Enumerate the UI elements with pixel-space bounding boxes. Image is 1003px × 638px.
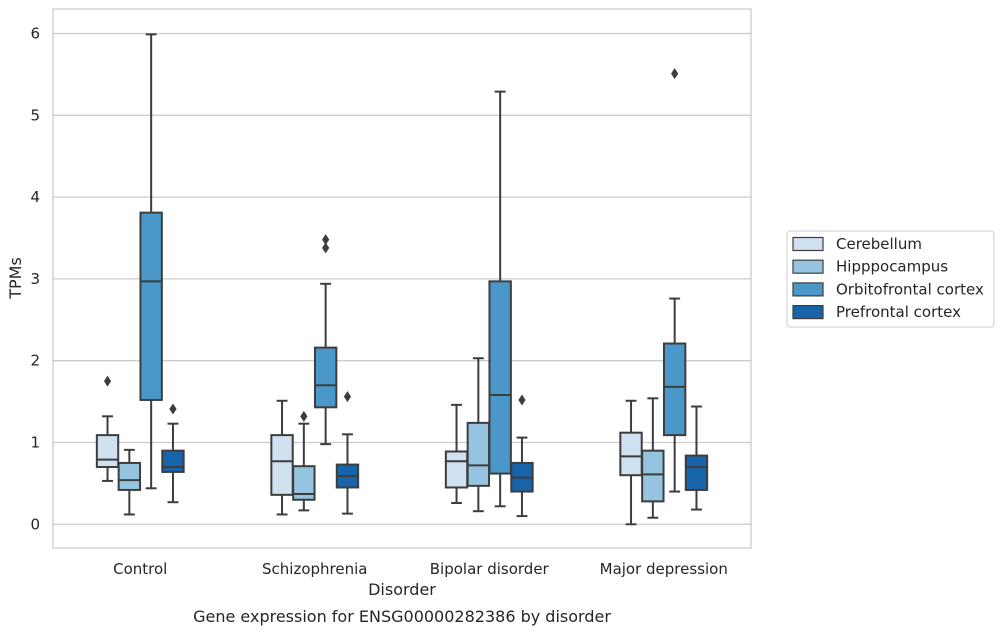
- figure-caption: Gene expression for ENSG00000282386 by d…: [193, 607, 611, 626]
- outlier-point: [518, 394, 526, 406]
- outlier-point: [322, 242, 330, 254]
- outlier-point: [343, 391, 352, 403]
- y-tick-label: 5: [30, 106, 40, 124]
- box-iqr: [488, 280, 512, 475]
- legend-frame: [786, 230, 995, 328]
- x-tick-labels: Control Schizophrenia Bipolar disorder Majo…: [113, 560, 728, 578]
- box-iqr: [161, 449, 185, 473]
- x-tick-label: Control: [113, 560, 167, 578]
- outlier-point: [169, 403, 177, 415]
- y-tick-label: 4: [30, 188, 40, 206]
- outlier-point: [103, 375, 112, 387]
- box: [270, 399, 294, 516]
- y-tick-label: 3: [30, 270, 40, 288]
- box: [161, 403, 185, 504]
- legend-label: Hipppocampus: [836, 258, 948, 276]
- plot-frame: [52, 8, 752, 549]
- outlier-point: [671, 68, 679, 80]
- outlier-point: [300, 410, 308, 422]
- y-tick-label: 6: [30, 25, 40, 43]
- box-iqr: [117, 461, 142, 491]
- x-tick-label: Major depression: [600, 560, 728, 578]
- y-tick-label: 2: [30, 352, 40, 370]
- box-iqr: [466, 421, 491, 487]
- box: [95, 375, 120, 482]
- box: [313, 234, 338, 446]
- y-axis-title: TPMs: [6, 257, 25, 300]
- legend-swatch: [792, 236, 824, 252]
- x-tick-label: Schizophrenia: [262, 560, 367, 578]
- box: [444, 403, 469, 505]
- box-iqr: [95, 434, 120, 469]
- box: [662, 68, 687, 493]
- box-iqr: [444, 450, 469, 489]
- box: [488, 90, 512, 508]
- box-iqr: [641, 449, 665, 503]
- box: [619, 399, 643, 526]
- box: [641, 397, 665, 519]
- outlier-point: [322, 234, 330, 246]
- box: [510, 394, 534, 518]
- box-iqr: [313, 346, 338, 409]
- legend-label: Orbitofrontal cortex: [836, 280, 984, 298]
- legend-label: Prefrontal cortex: [836, 303, 961, 321]
- legend: Cerebellum Hipppocampus Orbitofrontal cort…: [786, 230, 995, 328]
- box-iqr: [292, 465, 316, 501]
- box-iqr: [270, 434, 294, 496]
- box: [292, 410, 316, 512]
- legend-swatch: [792, 259, 824, 274]
- box: [139, 33, 163, 490]
- box-iqr: [139, 211, 163, 401]
- legend-swatch: [792, 282, 824, 297]
- box-iqr: [662, 342, 687, 437]
- y-tick-label: 1: [30, 433, 40, 451]
- legend-label: Cerebellum: [836, 235, 922, 253]
- grid-layer: [53, 32, 751, 525]
- box-iqr: [619, 431, 643, 477]
- box-iqr: [684, 454, 709, 491]
- box: [335, 391, 360, 515]
- y-tick-labels: 0 1 2 3 4 5 6: [30, 25, 40, 534]
- box: [684, 405, 709, 511]
- x-tick-label: Bipolar disorder: [430, 560, 550, 578]
- y-tick-label: 0: [30, 515, 40, 533]
- box: [466, 357, 491, 513]
- box: [117, 448, 142, 516]
- legend-swatch: [792, 305, 824, 320]
- box-layer: [95, 33, 709, 526]
- x-axis-title: Disorder: [368, 580, 436, 599]
